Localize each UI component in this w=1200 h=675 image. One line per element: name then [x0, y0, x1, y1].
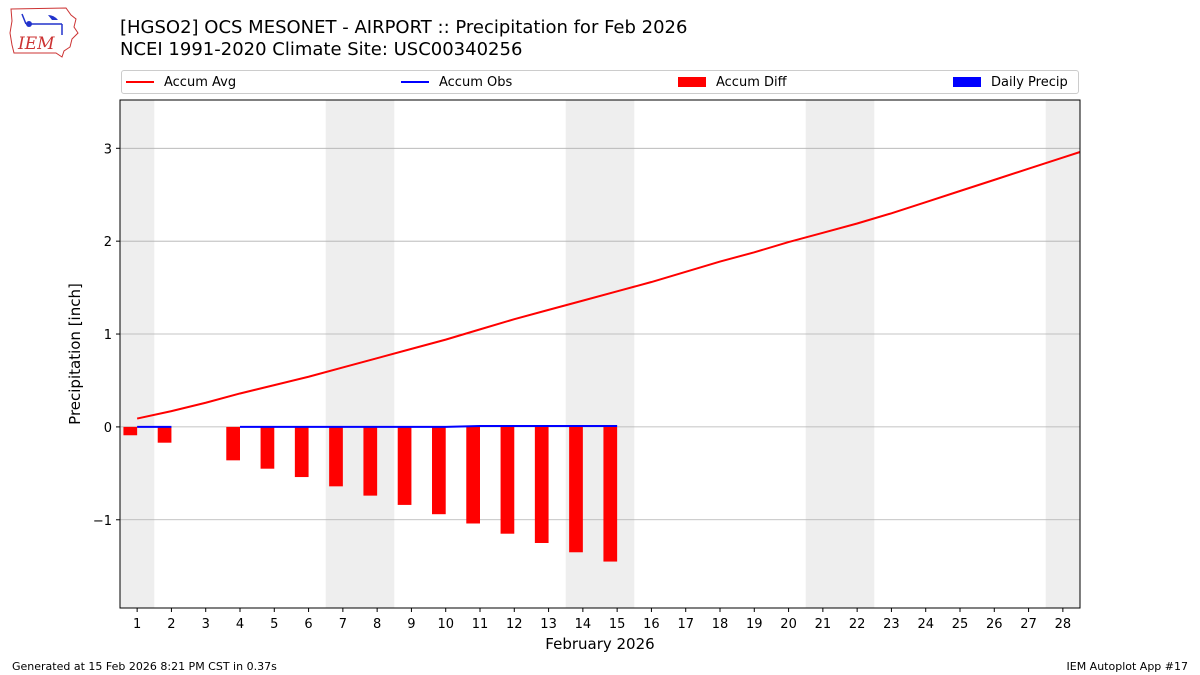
y-tick-label: 0 [104, 421, 112, 436]
y-tick-label: 3 [104, 142, 112, 157]
x-tick-label: 8 [373, 617, 381, 632]
x-tick-label: 15 [609, 617, 626, 632]
accum-diff-bar [500, 426, 515, 534]
x-tick-label: 27 [1020, 617, 1037, 632]
x-tick-label: 10 [437, 617, 454, 632]
generated-timestamp: Generated at 15 Feb 2026 8:21 PM CST in … [12, 660, 277, 673]
x-tick-label: 1 [133, 617, 141, 632]
x-tick-label: 24 [917, 617, 934, 632]
legend-swatch-accum-avg [126, 81, 154, 83]
accum-diff-bar [363, 426, 378, 496]
x-tick-label: 17 [677, 617, 694, 632]
x-tick-label: 21 [815, 617, 832, 632]
legend-item-daily-precip: Daily Precip [953, 71, 1068, 93]
accum-diff-bar [260, 426, 275, 469]
x-tick-label: 3 [202, 617, 210, 632]
legend-label-accum-obs: Accum Obs [439, 74, 513, 90]
accum-diff-bar [226, 426, 240, 461]
legend-label-accum-diff: Accum Diff [716, 74, 787, 90]
iem-logo: IEM [8, 5, 80, 59]
accum-diff-bar [397, 426, 412, 505]
accum-diff-bar [569, 426, 583, 553]
y-tick-label: −1 [93, 514, 112, 529]
legend-swatch-daily-precip [953, 77, 981, 87]
x-tick-label: 9 [407, 617, 415, 632]
weekend-shade [325, 100, 395, 608]
accum-avg-line [136, 151, 1081, 420]
legend-swatch-accum-obs [401, 81, 429, 83]
x-tick-label: 20 [780, 617, 797, 632]
legend: Accum Avg Accum Obs Accum Diff Daily Pre… [121, 70, 1079, 94]
accum-diff-bar [432, 426, 446, 515]
x-tick-label: 16 [643, 617, 660, 632]
accum-diff-bar [294, 426, 309, 478]
logo-text: IEM [17, 34, 55, 54]
accum-diff-bar [534, 426, 549, 543]
y-tick-label: 1 [104, 328, 112, 343]
x-tick-label: 22 [849, 617, 866, 632]
accum-diff-bar [329, 426, 343, 487]
x-tick-label: 11 [472, 617, 489, 632]
weekend-shade [805, 100, 875, 608]
y-tick-label: 2 [104, 235, 112, 250]
y-axis-label: Precipitation [inch] [66, 283, 84, 425]
accum-obs-line [240, 424, 618, 428]
legend-label-accum-avg: Accum Avg [164, 74, 237, 90]
chart-title: [HGSO2] OCS MESONET - AIRPORT :: Precipi… [120, 17, 688, 38]
x-tick-label: 25 [952, 617, 969, 632]
x-tick-label: 23 [883, 617, 900, 632]
legend-item-accum-avg: Accum Avg [126, 71, 236, 93]
accum-diff-bar [603, 426, 618, 562]
x-tick-label: 19 [746, 617, 763, 632]
legend-item-accum-diff: Accum Diff [678, 71, 787, 93]
legend-label-daily-precip: Daily Precip [991, 74, 1068, 90]
legend-item-accum-obs: Accum Obs [401, 71, 512, 93]
x-tick-label: 13 [540, 617, 557, 632]
x-axis-label: February 2026 [545, 635, 654, 653]
weekend-shade [120, 100, 155, 608]
accum-diff-bar [466, 426, 480, 524]
x-tick-label: 7 [339, 617, 347, 632]
x-tick-label: 5 [270, 617, 278, 632]
accum-diff-bar [123, 426, 138, 436]
accum-diff-bar [157, 426, 172, 443]
x-tick-label: 14 [575, 617, 592, 632]
x-tick-label: 18 [712, 617, 729, 632]
x-tick-label: 26 [986, 617, 1003, 632]
legend-swatch-accum-diff [678, 77, 706, 87]
weekend-shade [1045, 100, 1080, 608]
x-tick-label: 28 [1055, 617, 1072, 632]
x-tick-label: 4 [236, 617, 244, 632]
x-tick-label: 6 [304, 617, 312, 632]
plot-frame [119, 99, 1081, 609]
x-tick-label: 2 [167, 617, 175, 632]
chart-subtitle: NCEI 1991-2020 Climate Site: USC00340256 [120, 39, 523, 60]
x-tick-label: 12 [506, 617, 523, 632]
app-credit: IEM Autoplot App #17 [1066, 660, 1189, 673]
